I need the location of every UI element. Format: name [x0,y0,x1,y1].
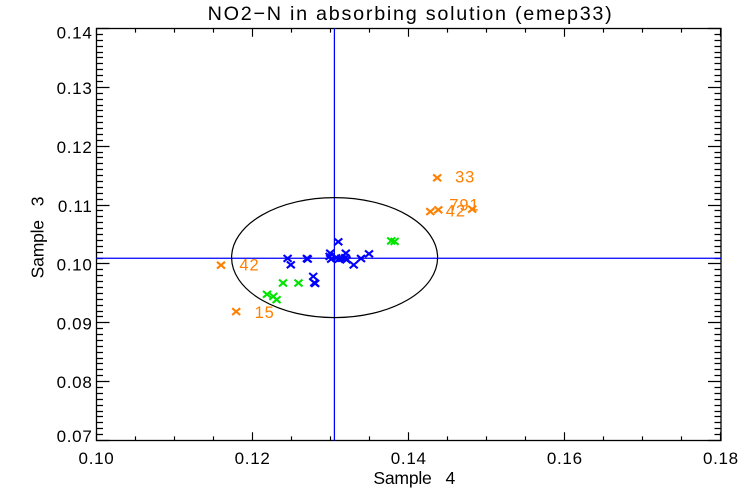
svg-text:0.11: 0.11 [58,197,93,216]
svg-text:42: 42 [446,202,466,220]
svg-text:Sample 3: Sample 3 [28,196,48,278]
svg-text:0.08: 0.08 [57,373,93,392]
svg-text:NO2−N in absorbing solution (e: NO2−N in absorbing solution (emep33) [208,3,614,25]
svg-text:33: 33 [455,168,475,186]
svg-text:0.10: 0.10 [57,256,93,275]
svg-text:0.09: 0.09 [57,314,93,333]
svg-text:0.16: 0.16 [547,449,583,468]
svg-text:0.14: 0.14 [57,24,93,43]
svg-text:Sample 4: Sample 4 [373,468,455,488]
svg-text:791: 791 [449,197,479,215]
svg-text:0.14: 0.14 [391,449,427,468]
svg-text:0.18: 0.18 [703,449,739,468]
svg-text:0.12: 0.12 [57,138,93,157]
svg-text:0.12: 0.12 [235,449,271,468]
svg-text:42: 42 [239,256,259,274]
svg-text:15: 15 [255,304,275,322]
svg-text:0.10: 0.10 [79,449,115,468]
svg-text:0.13: 0.13 [57,79,93,98]
svg-text:0.07: 0.07 [57,427,93,446]
